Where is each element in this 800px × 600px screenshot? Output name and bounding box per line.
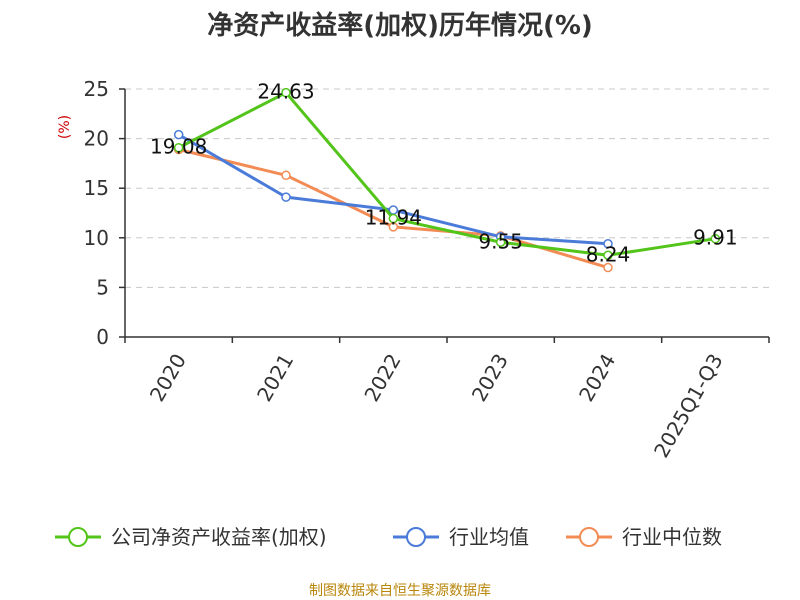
legend-marker-1 [406, 527, 426, 547]
grid-lines [125, 88, 769, 288]
series-0-point [281, 87, 291, 98]
legend-label-0: 公司净资产收益率(加权) [111, 525, 327, 549]
data-source-note: 制图数据来自恒生聚源数据库 [309, 583, 491, 599]
data-label: 9.55 [478, 229, 523, 253]
legend: 公司净资产收益率(加权) 行业均值 行业中位数 [55, 525, 722, 549]
series-1-point [281, 192, 291, 202]
y-tick-label: 5 [96, 275, 109, 299]
legend-label-2: 行业中位数 [622, 525, 722, 549]
data-label: 24.63 [257, 80, 314, 104]
x-tick-label: 2021 [252, 350, 298, 406]
y-tick-label: 20 [84, 127, 109, 151]
data-label: 19.08 [150, 135, 207, 159]
y-tick-label: 10 [84, 226, 109, 250]
y-axis-label: (%) [57, 115, 73, 139]
series-1-point [173, 129, 184, 140]
x-tick-label: 2022 [359, 350, 405, 406]
series-0-point [603, 250, 613, 261]
x-tick-label: 2024 [574, 350, 620, 406]
legend-marker-2 [579, 527, 599, 547]
y-tick-label: 15 [84, 176, 109, 200]
y-tick-label: 25 [84, 77, 109, 101]
legend-label-1: 行业均值 [449, 525, 529, 549]
series-lines [173, 87, 721, 273]
data-label: 8.24 [586, 242, 631, 266]
series-0-point [495, 237, 506, 248]
y-tick-label: 0 [96, 325, 109, 349]
series-line-0 [177, 91, 716, 257]
chart-title: 净资产收益率(加权)历年情况(%) [207, 10, 593, 41]
series-2-point [603, 262, 613, 273]
legend-marker-0 [68, 527, 88, 547]
x-tick-label: 2023 [467, 349, 513, 405]
x-tick-label: 2020 [145, 350, 191, 406]
series-1-point [603, 239, 613, 249]
data-label: 11.94 [365, 206, 422, 230]
series-0-point [173, 142, 184, 153]
series-0-point [388, 213, 399, 224]
data-labels: 19.08 24.63 11.94 9.55 8.24 9.91 [150, 80, 738, 267]
series-2-point [281, 170, 291, 181]
x-tick-label: 2025Q1-Q3 [649, 350, 728, 462]
data-label: 9.91 [693, 226, 738, 250]
series-0-point [710, 233, 721, 244]
